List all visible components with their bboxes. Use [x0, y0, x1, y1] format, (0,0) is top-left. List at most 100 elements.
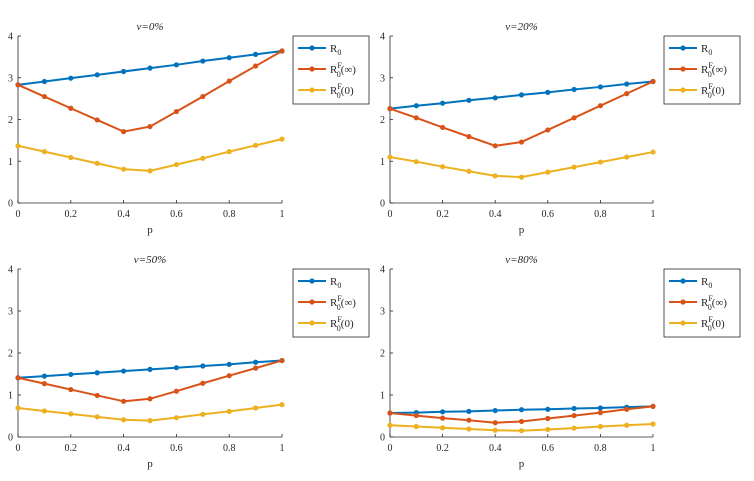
y-tick-label: 1	[380, 391, 385, 402]
data-point	[466, 97, 472, 103]
data-point	[41, 408, 48, 414]
legend-marker	[309, 66, 315, 72]
data-point	[226, 149, 232, 155]
data-point	[147, 396, 153, 402]
data-point	[253, 405, 259, 411]
chart-title: ν=20%	[505, 21, 537, 33]
data-point	[387, 410, 393, 416]
data-point	[226, 408, 232, 414]
data-point	[650, 149, 656, 155]
data-point	[147, 123, 153, 130]
data-point	[387, 106, 393, 112]
y-tick-label: 1	[8, 391, 13, 402]
series-2	[15, 402, 285, 424]
legend-marker	[680, 87, 686, 93]
data-point	[94, 117, 100, 123]
y-tick-label: 4	[8, 32, 13, 43]
data-point	[68, 154, 74, 161]
data-point	[41, 149, 48, 155]
chart-panel-nu-50: 0 1 2 3 4 0 0.2 0.4 0.6 0.8 1 ν=50% p R0 RF 0(∞) RF 0(0)	[8, 254, 370, 470]
x-tick-label: 0.4	[489, 209, 502, 220]
data-point	[15, 82, 21, 88]
x-tick-label: 0	[388, 209, 393, 220]
data-point	[571, 425, 577, 431]
series-1	[15, 357, 285, 404]
legend-label: R0	[701, 276, 712, 290]
data-point	[121, 166, 127, 172]
data-point	[492, 427, 498, 433]
y-tick-label: 1	[380, 157, 385, 168]
legend-label: RF 0(∞)	[701, 294, 727, 312]
data-point	[147, 366, 153, 372]
data-point	[121, 68, 127, 75]
data-point	[597, 103, 604, 109]
data-point	[147, 418, 153, 424]
data-point	[545, 169, 551, 175]
data-point	[545, 127, 551, 133]
x-tick-label: 0	[16, 209, 21, 220]
data-point	[597, 423, 604, 430]
y-tick-label: 2	[8, 349, 13, 360]
legend-marker	[680, 299, 686, 305]
data-point	[545, 89, 551, 95]
data-point	[226, 373, 232, 379]
data-point	[68, 105, 74, 111]
legend-marker	[680, 45, 686, 51]
data-point	[279, 136, 285, 142]
x-tick-label: 0.2	[65, 209, 78, 220]
x-tick-label: 0	[388, 443, 393, 454]
data-point	[94, 160, 100, 166]
x-axis-label: p	[147, 224, 153, 236]
x-tick-label: 0.8	[594, 209, 607, 220]
data-point	[253, 51, 259, 57]
data-point	[121, 417, 127, 423]
legend-marker	[309, 299, 315, 305]
data-point	[571, 412, 577, 419]
data-point	[571, 115, 577, 121]
data-point	[253, 142, 259, 148]
x-axis-label: p	[147, 458, 153, 470]
y-tick-label: 0	[380, 199, 385, 210]
data-point	[413, 412, 419, 419]
series-line	[17, 359, 283, 403]
x-tick-label: 0.2	[65, 443, 78, 454]
series-2	[15, 136, 285, 174]
data-point	[173, 108, 179, 115]
data-point	[571, 164, 577, 170]
legend-label: R0	[701, 43, 712, 57]
data-point	[121, 368, 127, 374]
data-point	[68, 411, 74, 417]
data-point	[624, 422, 630, 428]
y-tick-label: 2	[380, 115, 385, 126]
x-tick-label: 1	[280, 209, 285, 220]
legend-marker	[680, 278, 686, 284]
data-point	[518, 174, 525, 180]
data-point	[518, 92, 525, 98]
legend-label: RF 0(∞)	[701, 61, 727, 79]
data-point	[650, 421, 656, 427]
data-point	[279, 402, 285, 408]
data-point	[624, 91, 630, 97]
x-tick-label: 1	[651, 443, 656, 454]
data-point	[94, 72, 100, 78]
chart-title: ν=80%	[505, 254, 537, 266]
x-tick-label: 0.6	[170, 209, 183, 220]
legend-marker	[680, 66, 686, 72]
data-point	[226, 361, 232, 367]
data-point	[387, 422, 393, 428]
x-tick-label: 0.4	[117, 209, 130, 220]
x-axis-label: p	[519, 224, 525, 236]
data-point	[68, 371, 74, 378]
y-tick-label: 2	[380, 349, 385, 360]
x-tick-label: 0.8	[223, 209, 236, 220]
chart-panel-nu-0: 0 1 2 3 4 0 0.2 0.4 0.6 0.8 1 ν=0% p R0 RF 0(∞) RF 0(0)	[8, 21, 370, 236]
x-tick-label: 0.2	[436, 209, 449, 220]
series-2	[387, 149, 656, 180]
y-tick-label: 0	[8, 199, 13, 210]
legend-marker	[309, 278, 315, 284]
data-point	[440, 409, 446, 415]
data-point	[41, 78, 48, 85]
data-point	[200, 363, 206, 369]
series-line	[17, 138, 283, 172]
series-2	[387, 421, 656, 434]
